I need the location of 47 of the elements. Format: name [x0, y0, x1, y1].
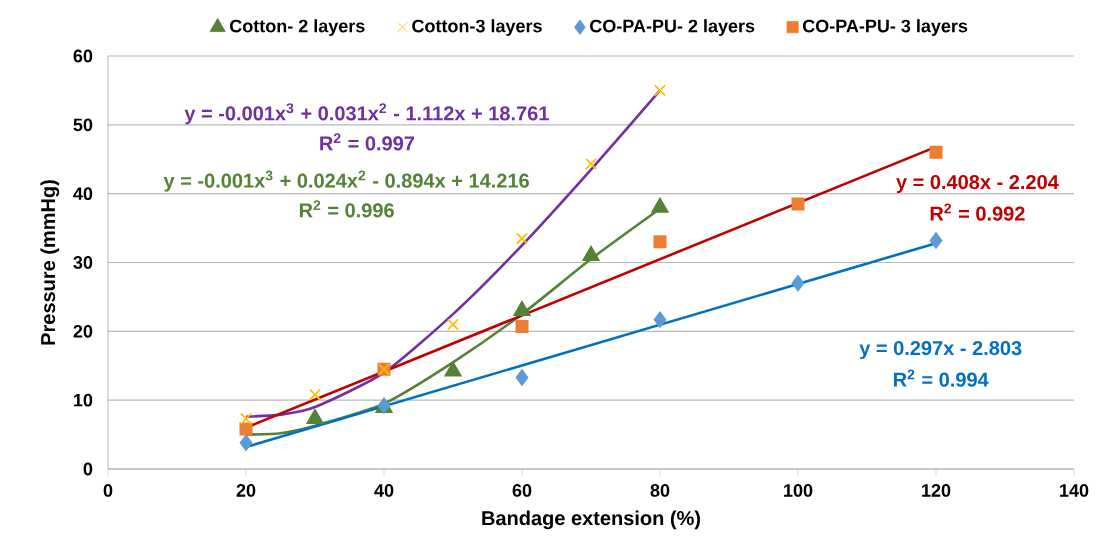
x-tick-label: 40 — [374, 484, 394, 497]
point — [447, 318, 459, 331]
point — [515, 320, 529, 334]
point — [791, 275, 805, 292]
legend-label: Cotton-3 layers — [412, 19, 542, 36]
y-tick-label: 0 — [83, 462, 93, 476]
x-tick-label: 100 — [784, 484, 813, 497]
point — [444, 361, 462, 377]
point — [654, 84, 666, 97]
annotation: y = -0.001x$^{3}$ + 0.031x$^{2}$ - 1.112x + 18.761 — [184, 103, 549, 125]
x-axis-title: Bandage extension (%) — [482, 510, 701, 530]
y-tick-label: 60 — [73, 49, 93, 63]
annotation: y = 0.408x - 2.204 — [896, 174, 1059, 194]
legend-label: CO-PA-PU- 3 layers — [802, 19, 968, 36]
point — [309, 388, 321, 401]
annotation: y = 0.297x - 2.803 — [859, 341, 1022, 360]
point — [515, 369, 529, 386]
point — [240, 412, 252, 425]
point — [306, 409, 324, 425]
point — [585, 158, 597, 171]
x-tick-label: 0 — [103, 484, 113, 497]
point — [239, 422, 253, 436]
point — [929, 145, 943, 159]
point — [239, 434, 253, 451]
annotation: R$^{2}$ = 0.996 — [299, 200, 394, 218]
y-tick-label: 10 — [74, 393, 93, 407]
annotation: R$^{2}$ = 0.997 — [320, 133, 415, 151]
y-tick-label: 30 — [73, 256, 93, 269]
point — [653, 311, 667, 328]
x-tick-label: 120 — [922, 484, 951, 497]
point — [653, 235, 667, 249]
legend-label: Cotton- 2 layers — [230, 19, 365, 36]
annotation: R$^{2}$ = 0.992 — [930, 203, 1025, 221]
legend-label: CO-PA-PU- 2 layers — [590, 19, 755, 36]
x-tick-label: 140 — [1060, 484, 1089, 497]
y-tick-label: 40 — [73, 187, 93, 201]
y-tick-label: 50 — [73, 118, 93, 132]
y-axis-title: Pressure (mmHg) — [40, 180, 60, 345]
x-tick-label: 80 — [650, 484, 670, 497]
annotation: R$^{2}$ = 0.994 — [894, 369, 989, 387]
x-tick-label: 20 — [236, 484, 256, 497]
annotation: y = -0.001x$^{3}$ + 0.024x$^{2}$ - 0.894x + 14.216 — [163, 170, 529, 192]
x-tick-label: 60 — [512, 484, 532, 497]
point — [516, 232, 528, 245]
point — [791, 197, 805, 211]
y-tick-label: 20 — [73, 324, 93, 338]
point — [929, 232, 943, 249]
